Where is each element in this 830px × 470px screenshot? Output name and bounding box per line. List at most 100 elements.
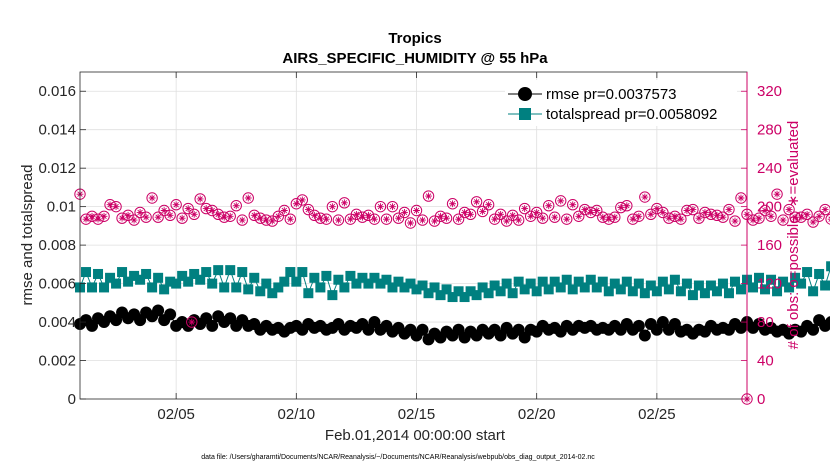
obs-possible-point	[242, 192, 254, 204]
totalspread-point	[802, 267, 813, 278]
obs-possible-point	[146, 192, 158, 204]
obs-possible-point	[603, 213, 615, 225]
totalspread-point	[237, 267, 248, 278]
obs-evaluated-point	[280, 207, 288, 214]
totalspread-point	[465, 286, 476, 297]
rmse-point	[638, 329, 651, 342]
obs-evaluated-point	[449, 200, 456, 208]
obs-possible-point	[573, 210, 585, 222]
obs-evaluated-point	[118, 214, 126, 222]
x-axis-label: Feb.01,2014 00:00:00 start	[325, 427, 506, 444]
obs-possible-point	[398, 206, 411, 219]
totalspread-point	[129, 270, 140, 281]
obs-possible-point	[669, 210, 681, 222]
totalspread-point	[135, 274, 146, 285]
obs-possible-point	[200, 202, 212, 215]
obs-evaluated-point	[641, 193, 649, 201]
obs-evaluated-point	[106, 201, 114, 209]
obs-evaluated-point	[220, 213, 228, 221]
x-tick-label: 02/10	[278, 406, 316, 423]
totalspread-point	[297, 267, 308, 278]
obs-possible-point	[254, 212, 266, 224]
totalspread-point	[519, 284, 530, 295]
rmse-point	[416, 323, 429, 336]
obs-evaluated-point	[527, 212, 535, 220]
totalspread-point	[267, 288, 278, 299]
totalspread-point	[495, 286, 506, 297]
totalspread-point	[723, 288, 734, 299]
totalspread-point	[147, 282, 158, 293]
obs-evaluated-point	[401, 209, 408, 216]
obs-possible-point	[374, 200, 387, 213]
obs-evaluated-point	[214, 210, 222, 218]
obs-evaluated-point	[467, 210, 474, 218]
totalspread-point	[231, 282, 242, 293]
rmse-point	[807, 323, 820, 336]
obs-evaluated-point	[172, 201, 180, 209]
obs-possible-point	[819, 203, 830, 216]
totalspread-point	[273, 282, 284, 293]
obs-evaluated-point	[545, 202, 553, 210]
obs-evaluated-point	[353, 210, 360, 218]
obs-evaluated-point	[88, 212, 96, 220]
obs-possible-point	[470, 196, 483, 208]
y-tick-label: 0.014	[38, 122, 76, 139]
totalspread-point	[784, 282, 795, 293]
obs-evaluated-point	[142, 213, 150, 221]
totalspread-point	[375, 278, 386, 289]
rmse-point	[164, 308, 177, 321]
obs-possible-point	[368, 213, 381, 225]
obs-possible-point	[332, 214, 345, 226]
obs-possible-point	[206, 204, 218, 217]
obs-possible-point	[416, 214, 429, 226]
totalspread-point	[729, 276, 740, 287]
obs-evaluated-point	[154, 213, 162, 221]
totalspread-point	[579, 282, 590, 293]
obs-evaluated-point	[785, 206, 793, 213]
obs-possible-point	[422, 190, 435, 202]
obs-possible-point	[591, 204, 603, 217]
obs-possible-point	[585, 206, 597, 219]
obs-evaluated-point	[226, 212, 234, 220]
obs-evaluated-point	[773, 190, 781, 198]
obs-possible-point	[675, 213, 687, 225]
totalspread-point	[411, 284, 422, 295]
tick-layer: 02/05 02/10 02/15 02/20 02/25 0 0.002 0.004 0.00…	[38, 72, 782, 423]
totalspread-point	[766, 274, 777, 285]
obs-evaluated-point	[569, 201, 577, 209]
chart-subtitle: AIRS_SPECIFIC_HUMIDITY @ 55 hPa	[282, 50, 548, 67]
totalspread-point	[165, 276, 176, 287]
obs-evaluated-point	[665, 214, 673, 222]
totalspread-point	[225, 265, 236, 276]
obs-evaluated-point	[749, 216, 757, 224]
y-tick-label: 0.006	[38, 276, 76, 293]
obs-possible-point	[236, 214, 248, 226]
totalspread-point	[405, 278, 416, 289]
y-tick-label: 0.016	[38, 83, 76, 100]
totalspread-point	[820, 280, 830, 291]
totalspread-point	[754, 272, 765, 283]
obs-possible-point	[765, 210, 777, 222]
obs-evaluated-point	[184, 205, 192, 212]
y-tick-label: 0.002	[38, 353, 76, 370]
obs-evaluated-point	[202, 205, 210, 212]
obs-evaluated-point	[322, 215, 330, 223]
obs-evaluated-point	[611, 213, 619, 221]
totalspread-point	[189, 268, 200, 279]
obs-evaluated-point	[725, 206, 733, 213]
totalspread-point	[501, 278, 512, 289]
obs-evaluated-point	[419, 216, 426, 224]
totalspread-point	[760, 284, 771, 295]
obs-evaluated-point	[130, 216, 138, 224]
obs-evaluated-point	[208, 207, 216, 214]
obs-possible-point	[110, 200, 122, 213]
obs-possible-point	[320, 213, 333, 225]
obs-evaluated-point	[473, 198, 480, 206]
obs-evaluated-point	[425, 192, 432, 200]
obs-evaluated-point	[160, 207, 168, 214]
totalspread-point	[441, 284, 452, 295]
totalspread-point	[321, 270, 332, 281]
obs-possible-point	[464, 208, 477, 221]
totalspread-point	[471, 290, 482, 301]
obs-evaluated-point	[683, 207, 691, 214]
